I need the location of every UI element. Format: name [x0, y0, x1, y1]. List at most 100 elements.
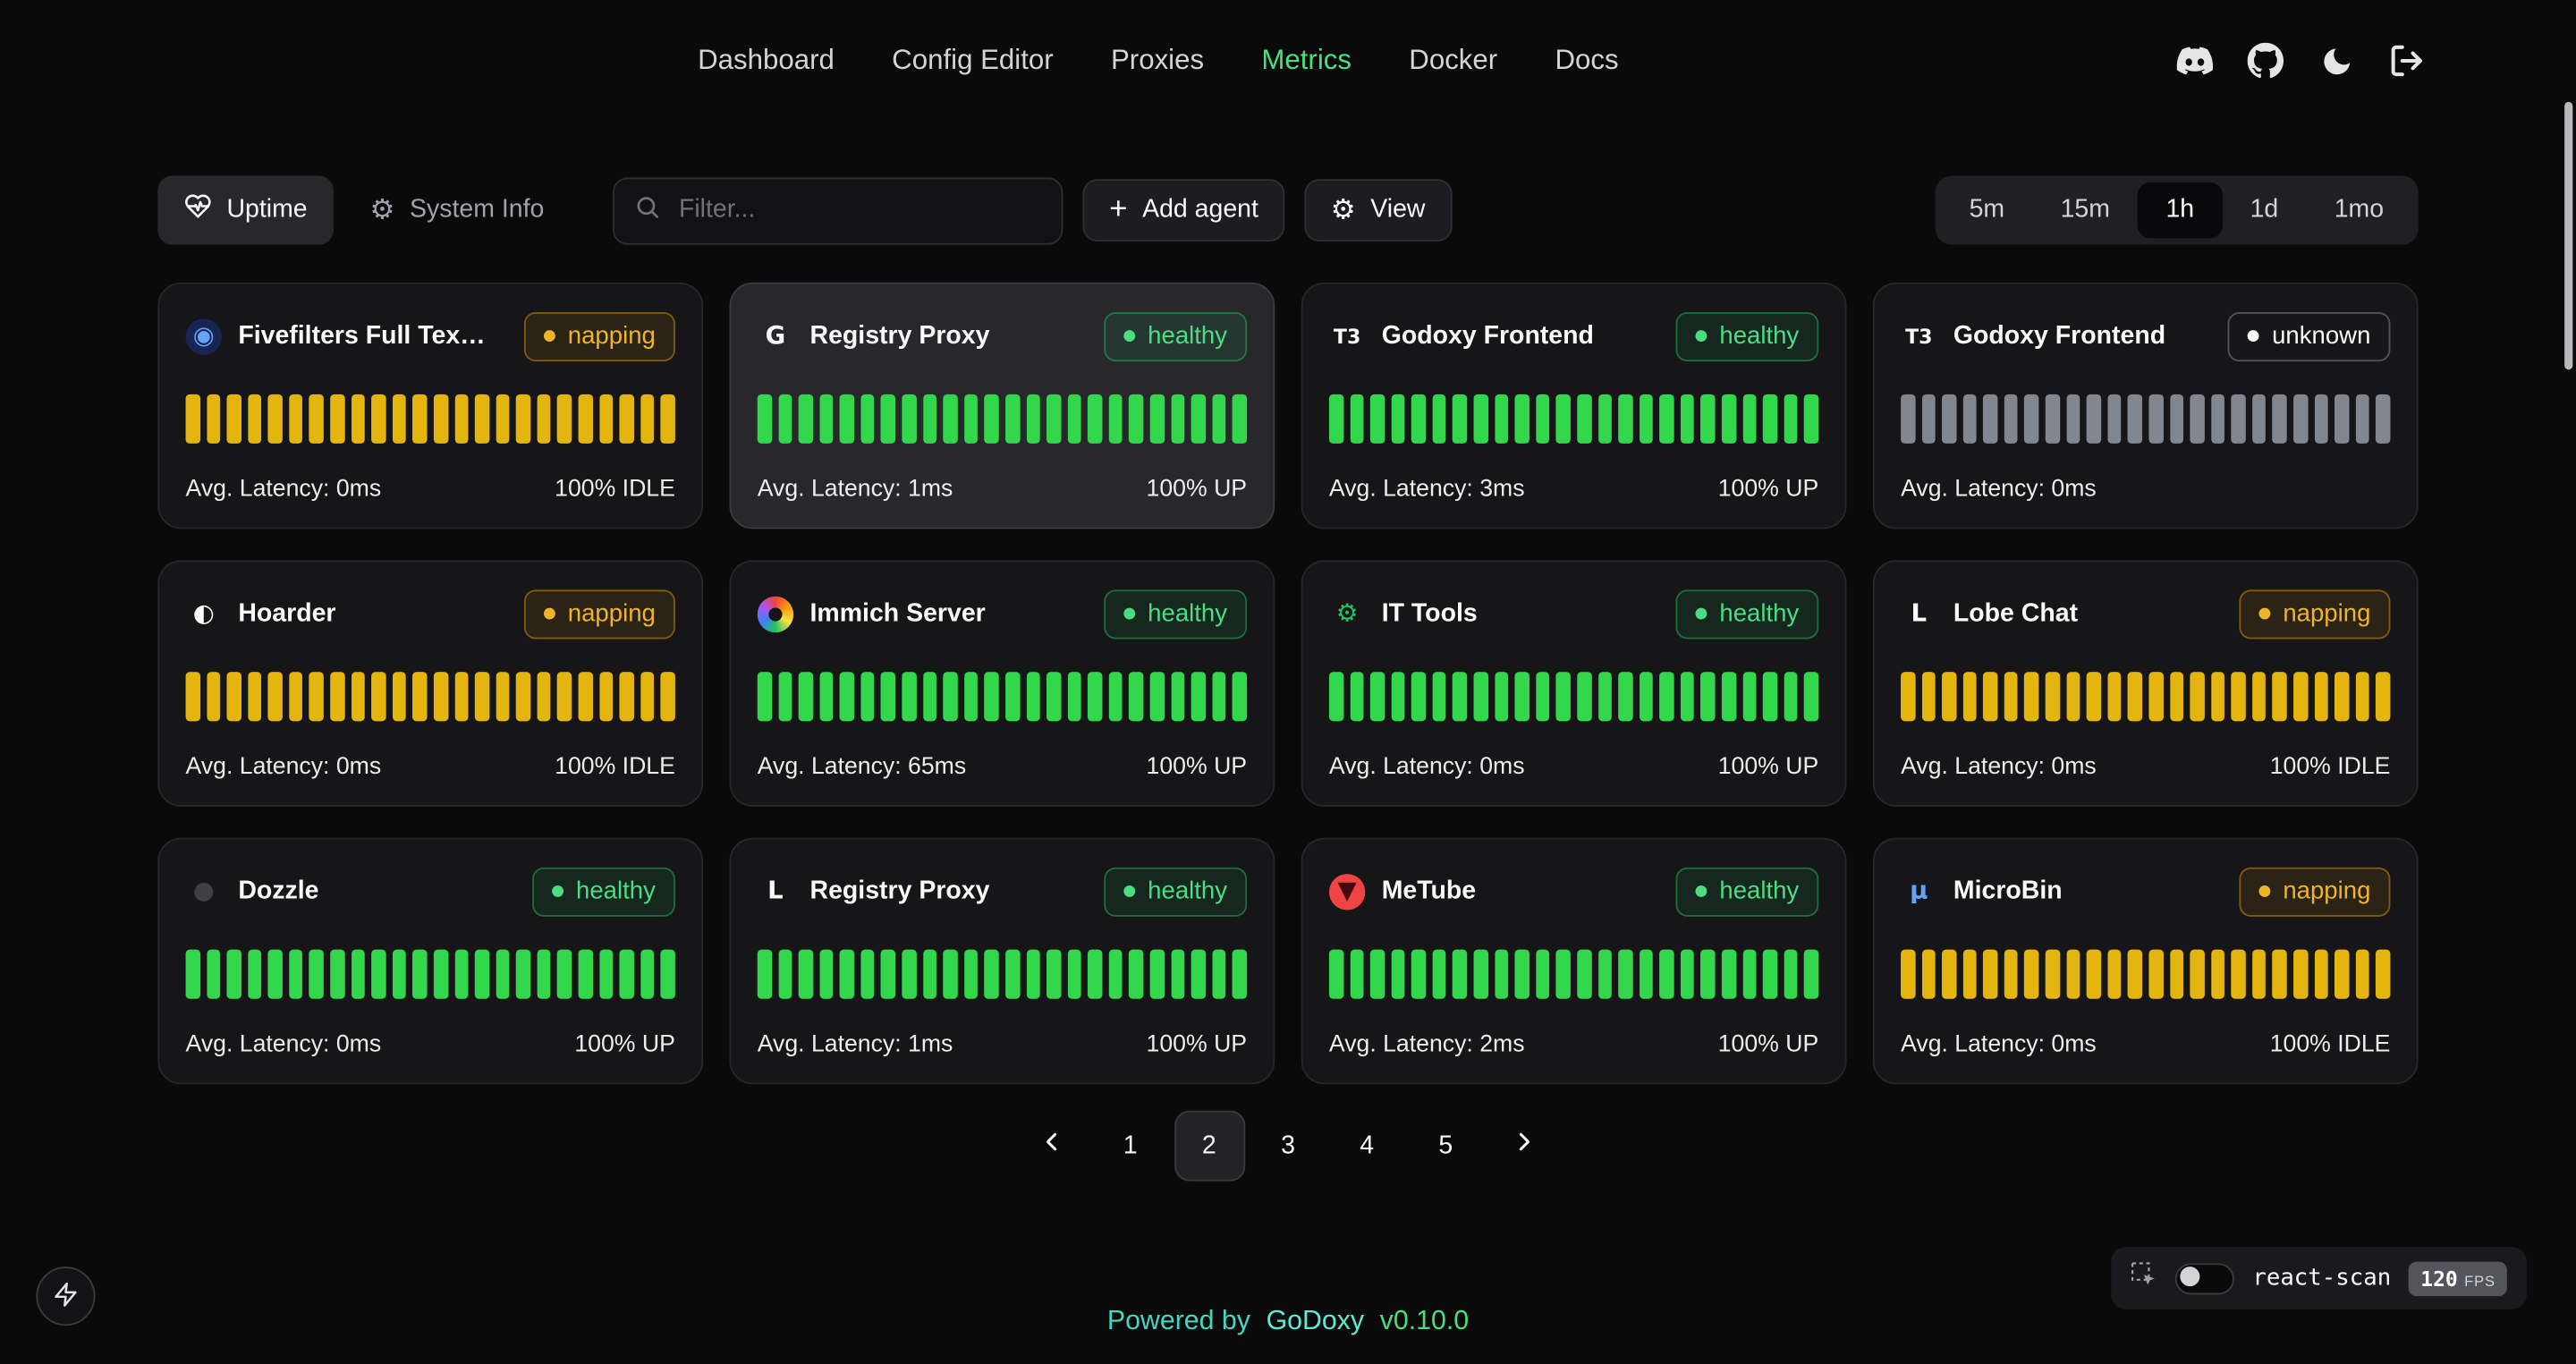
registry-proxy-icon: L — [767, 876, 784, 906]
service-card[interactable]: ⚙ IT Tools healthy Avg. Latency: 0ms 100… — [1301, 560, 1847, 807]
uptime-bar — [1763, 949, 1777, 999]
service-card[interactable]: μ MicroBin napping Avg. Latency: 0ms 100… — [1872, 837, 2419, 1085]
tab-uptime[interactable]: Uptime — [157, 175, 335, 245]
nav-item-docker[interactable]: Docker — [1406, 38, 1501, 83]
react-scan-toggle[interactable] — [2175, 1262, 2235, 1294]
uptime-bar — [1763, 671, 1777, 722]
service-card[interactable]: ▼ MeTube healthy Avg. Latency: 2ms 100% … — [1301, 837, 1847, 1085]
logout-button[interactable] — [2389, 43, 2425, 79]
status-badge: unknown — [2227, 311, 2391, 361]
uptime-bar — [2231, 394, 2246, 444]
service-card[interactable]: T3 Godoxy Frontend unknown Avg. Latency:… — [1872, 282, 2419, 530]
uptime-bar — [1514, 949, 1530, 999]
page-button-1[interactable]: 1 — [1095, 1111, 1165, 1182]
status-dot — [2258, 885, 2270, 898]
latency-label: Avg. Latency: 0ms — [1901, 754, 2097, 781]
uptime-bar — [984, 671, 999, 722]
nav-item-config-editor[interactable]: Config Editor — [888, 38, 1056, 83]
uptime-bar — [1901, 949, 1915, 999]
uptime-bar — [2004, 949, 2019, 999]
godoxy-link[interactable]: GoDoxy — [1266, 1306, 1365, 1336]
uptime-bar — [1721, 671, 1736, 722]
service-card[interactable]: ◉ Fivefilters Full Tex… napping Avg. Lat… — [157, 282, 704, 530]
card-footer: Avg. Latency: 0ms 100% IDLE — [1901, 754, 2390, 780]
uptime-bar — [330, 949, 345, 999]
service-card[interactable]: L Lobe Chat napping Avg. Latency: 0ms 10… — [1872, 560, 2419, 807]
page-button-5[interactable]: 5 — [1411, 1111, 1481, 1182]
latency-label: Avg. Latency: 3ms — [1328, 476, 1525, 504]
uptime-bar — [1067, 394, 1082, 444]
service-card[interactable]: G Registry Proxy healthy Avg. Latency: 1… — [729, 282, 1275, 530]
time-range-5m[interactable]: 5m — [1941, 182, 2032, 238]
uptime-bar — [2355, 949, 2370, 999]
github-link[interactable] — [2247, 42, 2284, 79]
page-button-2[interactable]: 2 — [1174, 1110, 1245, 1182]
nav-item-proxies[interactable]: Proxies — [1107, 38, 1207, 83]
uptime-bar — [1473, 394, 1488, 444]
card-header: L Registry Proxy healthy — [758, 867, 1248, 917]
uptime-bar — [1004, 671, 1020, 722]
time-range-1d[interactable]: 1d — [2222, 182, 2306, 238]
uptime-label: 100% UP — [1146, 754, 1248, 781]
time-range-1mo[interactable]: 1mo — [2306, 182, 2411, 238]
prev-page-button[interactable] — [1016, 1111, 1087, 1182]
uptime-bar — [1659, 949, 1674, 999]
uptime-bar — [757, 949, 772, 999]
uptime-bar — [2272, 949, 2287, 999]
service-card[interactable]: ● Dozzle healthy Avg. Latency: 0ms 100% … — [157, 837, 704, 1085]
uptime-bar — [206, 949, 221, 999]
time-range-1h[interactable]: 1h — [2138, 182, 2223, 239]
filter-input[interactable] — [675, 193, 1042, 227]
uptime-bar — [1411, 671, 1427, 722]
theme-toggle-button[interactable] — [2318, 43, 2354, 79]
metube-icon: ▼ — [1328, 873, 1366, 911]
fps-badge: 120 FPS — [2409, 1260, 2507, 1296]
card-header: T3 Godoxy Frontend healthy — [1329, 311, 1819, 361]
uptime-bar — [226, 949, 242, 999]
nav-item-metrics[interactable]: Metrics — [1258, 38, 1355, 83]
logout-icon — [2389, 43, 2425, 79]
view-button[interactable]: ⚙ View — [1304, 179, 1452, 241]
nav-item-dashboard[interactable]: Dashboard — [694, 38, 837, 83]
uptime-bar — [433, 949, 448, 999]
uptime-bar — [267, 394, 283, 444]
time-range-15m[interactable]: 15m — [2032, 182, 2138, 238]
tab-system-info-label: System Info — [410, 195, 545, 224]
uptime-bars — [1328, 671, 1819, 722]
page-button-3[interactable]: 3 — [1253, 1111, 1324, 1182]
uptime-bar — [1639, 671, 1654, 722]
tab-system-info[interactable]: ⚙ System Info — [343, 179, 571, 241]
uptime-bar — [309, 394, 324, 444]
uptime-bar — [984, 949, 999, 999]
status-badge: healthy — [1674, 589, 1819, 640]
uptime-bar — [1026, 394, 1040, 444]
uptime-bar — [392, 949, 407, 999]
uptime-bar — [351, 394, 366, 444]
service-card[interactable]: Immich Server healthy Avg. Latency: 65ms… — [729, 560, 1275, 807]
service-card[interactable]: ◐ Hoarder napping Avg. Latency: 0ms 100%… — [157, 560, 704, 807]
nav-item-docs[interactable]: Docs — [1552, 38, 1622, 83]
status-label: healthy — [1148, 321, 1228, 351]
uptime-bar — [640, 949, 655, 999]
page-button-4[interactable]: 4 — [1332, 1111, 1402, 1182]
uptime-bar — [840, 671, 854, 722]
uptime-bar — [2314, 949, 2328, 999]
scrollbar-thumb[interactable] — [2564, 101, 2573, 370]
uptime-bar — [598, 949, 614, 999]
service-card[interactable]: L Registry Proxy healthy Avg. Latency: 1… — [729, 837, 1275, 1085]
uptime-bar — [1921, 671, 1936, 722]
uptime-bar — [1328, 394, 1343, 444]
uptime-bar — [2190, 949, 2205, 999]
uptime-label: 100% UP — [1717, 754, 1819, 781]
service-card[interactable]: T3 Godoxy Frontend healthy Avg. Latency:… — [1301, 282, 1847, 530]
discord-link[interactable] — [2176, 43, 2214, 79]
uptime-bar — [1784, 394, 1798, 444]
service-title: Godoxy Frontend — [1953, 321, 2166, 350]
next-page-button[interactable] — [1489, 1111, 1560, 1182]
uptime-bar — [1026, 949, 1040, 999]
quick-actions-button[interactable] — [36, 1267, 96, 1326]
add-agent-button[interactable]: + Add agent — [1082, 179, 1285, 241]
status-label: healthy — [1719, 321, 1800, 351]
uptime-bars — [757, 394, 1247, 444]
uptime-bar — [2293, 394, 2308, 444]
